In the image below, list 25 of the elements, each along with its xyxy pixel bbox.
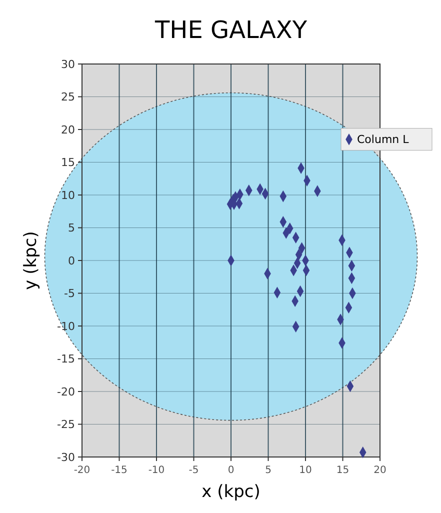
- legend-label: Column L: [357, 133, 410, 146]
- x-tick-label: 10: [299, 465, 312, 476]
- y-tick-label: 15: [61, 156, 75, 170]
- y-tick-label: -5: [64, 287, 75, 300]
- x-tick-label: -10: [148, 465, 165, 476]
- y-tick-label: -30: [57, 450, 75, 464]
- y-tick-label: 30: [61, 58, 75, 71]
- y-tick-label: 5: [68, 222, 75, 235]
- x-tick-label: 5: [265, 465, 272, 476]
- y-tick-label: 20: [61, 123, 75, 136]
- x-axis-title: x (kpc): [202, 482, 260, 502]
- x-tick-label: 20: [374, 465, 386, 476]
- y-tick-label: -20: [57, 385, 75, 398]
- y-axis-title: y (kpc): [21, 231, 41, 290]
- y-tick-label: -25: [57, 418, 75, 432]
- chart-title: THE GALAXY: [154, 16, 308, 44]
- x-tick-label: 15: [336, 465, 350, 476]
- y-tick-label: 25: [61, 90, 75, 104]
- x-tick-label: 0: [228, 465, 234, 476]
- y-tick-label: 10: [61, 188, 75, 202]
- x-tick-label: -15: [111, 465, 128, 476]
- y-tick-label: -15: [57, 352, 75, 366]
- y-tick-label: -10: [57, 320, 75, 333]
- x-tick-label: -5: [188, 465, 199, 476]
- y-tick-label: 0: [68, 254, 75, 268]
